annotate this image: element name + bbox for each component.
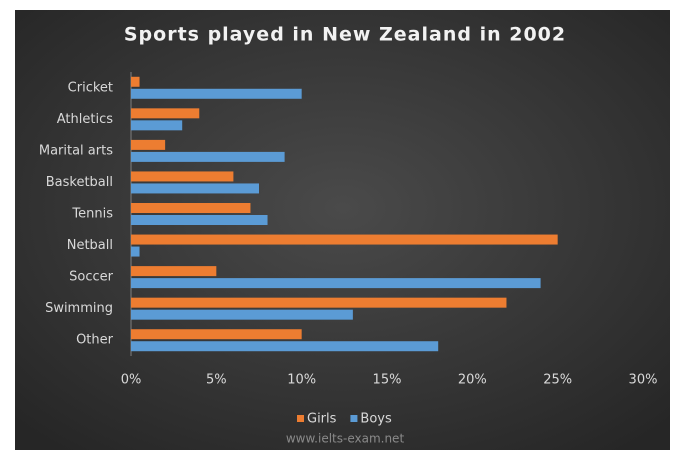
watermark: www.ielts-exam.net <box>286 432 405 446</box>
y-tick-label: Basketball <box>46 175 113 190</box>
bar <box>131 88 302 99</box>
bar <box>131 183 259 194</box>
bar <box>131 108 200 119</box>
legend-label: Boys <box>360 412 392 427</box>
chart-background <box>15 10 670 450</box>
bar <box>131 246 140 257</box>
y-tick-label: Cricket <box>68 80 113 95</box>
bar <box>131 151 285 162</box>
y-tick-label: Swimming <box>45 301 113 316</box>
bar <box>131 309 353 320</box>
x-tick-label: 10% <box>287 373 316 388</box>
legend-swatch <box>350 415 358 422</box>
y-tick-label: Other <box>76 333 114 348</box>
bar <box>131 120 183 131</box>
bar <box>131 234 558 245</box>
bar <box>131 329 302 340</box>
chart-title: Sports played in New Zealand in 2002 <box>124 24 566 46</box>
legend-label: Girls <box>307 412 337 427</box>
y-tick-label: Marital arts <box>39 143 113 158</box>
bar <box>131 215 268 225</box>
bar <box>131 139 166 150</box>
bar <box>131 297 507 308</box>
x-tick-label: 25% <box>543 373 572 388</box>
y-tick-label: Soccer <box>69 270 113 285</box>
bar <box>131 266 217 277</box>
x-tick-label: 5% <box>206 373 227 388</box>
legend-swatch <box>297 415 304 422</box>
x-tick-label: 15% <box>373 373 402 388</box>
y-tick-label: Athletics <box>57 112 113 127</box>
x-tick-label: 30% <box>629 373 658 388</box>
y-tick-label: Tennis <box>71 207 113 222</box>
bar <box>131 76 140 87</box>
bar <box>131 171 234 182</box>
bar <box>131 203 251 213</box>
x-tick-label: 20% <box>458 373 487 388</box>
bar <box>131 278 541 289</box>
y-tick-label: Netball <box>67 238 113 253</box>
x-tick-label: 0% <box>121 373 142 388</box>
bar <box>131 341 439 352</box>
